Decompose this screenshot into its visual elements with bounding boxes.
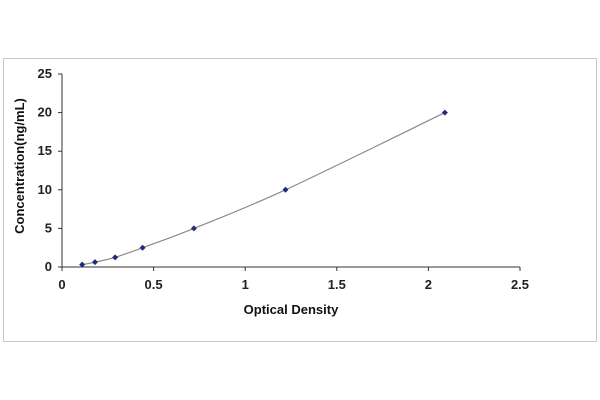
tick-labels-layer: 0 5 10 15 20 25 0 0.5 1 1.5 2 2.5 [38,66,530,292]
data-point [282,186,289,193]
y-axis-title: Concentration(ng/mL) [12,98,27,234]
y-tick-label: 5 [45,220,52,235]
y-tick-label: 10 [38,182,52,197]
x-tick-label: 2.5 [511,277,529,292]
x-tick-label: 1 [242,277,249,292]
y-tick-label: 15 [38,143,52,158]
data-point [190,225,197,232]
x-axis-title: Optical Density [244,302,339,317]
y-tick-label: 25 [38,66,52,81]
x-tick-label: 1.5 [328,277,346,292]
data-point [441,109,448,116]
fit-curve-layer [82,112,446,266]
axes [58,73,521,271]
fit-curve [82,112,446,266]
chart-frame [3,58,597,342]
x-tick-label: 0.5 [145,277,163,292]
data-point [139,244,146,251]
y-tick-label: 20 [38,105,52,120]
x-tick-label: 0 [58,277,65,292]
data-points-layer [79,109,448,268]
data-point [112,254,119,261]
y-tick-label: 0 [45,259,52,274]
data-point [91,259,98,266]
x-tick-label: 2 [425,277,432,292]
data-point [79,261,86,268]
